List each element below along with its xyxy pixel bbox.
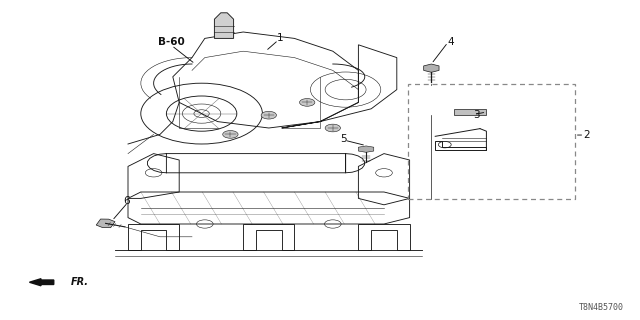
Polygon shape [358,146,374,152]
Text: B-60: B-60 [158,37,185,47]
Polygon shape [214,13,234,38]
Text: T8N4B5700: T8N4B5700 [579,303,624,312]
Text: 2: 2 [584,130,590,140]
Polygon shape [424,64,439,72]
Circle shape [300,99,315,106]
Polygon shape [96,219,115,228]
Text: 4: 4 [448,37,454,47]
Bar [408,84,575,199]
Polygon shape [454,109,486,115]
Text: FR.: FR. [70,277,88,287]
Circle shape [325,124,340,132]
Circle shape [261,111,276,119]
Text: 3: 3 [474,110,480,120]
Circle shape [223,131,238,138]
FancyArrow shape [29,279,54,286]
Text: 5: 5 [340,134,346,144]
Text: 6: 6 [124,196,130,206]
Text: 1: 1 [277,33,284,43]
